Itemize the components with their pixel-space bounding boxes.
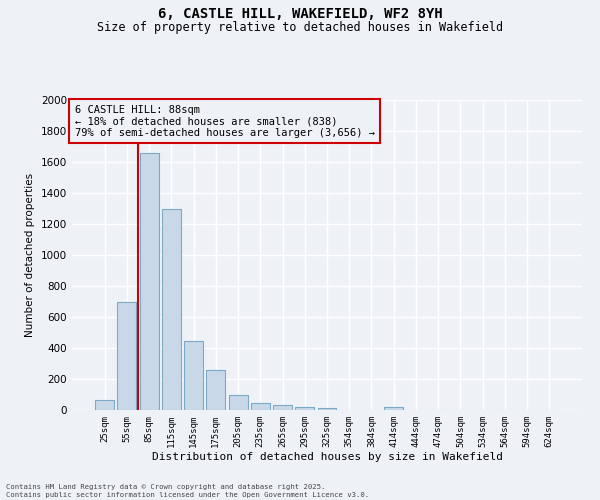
Bar: [295, 407, 314, 410]
Bar: [317, 408, 337, 410]
Y-axis label: Number of detached properties: Number of detached properties: [25, 173, 35, 337]
Bar: [140, 152, 158, 410]
Bar: [162, 208, 181, 410]
Bar: [273, 405, 292, 410]
Text: 6, CASTLE HILL, WAKEFIELD, WF2 8YH: 6, CASTLE HILL, WAKEFIELD, WF2 8YH: [158, 8, 442, 22]
Bar: [384, 407, 403, 410]
Text: Distribution of detached houses by size in Wakefield: Distribution of detached houses by size …: [151, 452, 503, 462]
Text: Contains HM Land Registry data © Crown copyright and database right 2025.
Contai: Contains HM Land Registry data © Crown c…: [6, 484, 369, 498]
Text: 6 CASTLE HILL: 88sqm
← 18% of detached houses are smaller (838)
79% of semi-deta: 6 CASTLE HILL: 88sqm ← 18% of detached h…: [74, 104, 374, 138]
Bar: [206, 370, 225, 410]
Bar: [229, 396, 248, 410]
Text: Size of property relative to detached houses in Wakefield: Size of property relative to detached ho…: [97, 22, 503, 35]
Bar: [118, 302, 136, 410]
Bar: [251, 402, 270, 410]
Bar: [184, 341, 203, 410]
Bar: [95, 400, 114, 410]
